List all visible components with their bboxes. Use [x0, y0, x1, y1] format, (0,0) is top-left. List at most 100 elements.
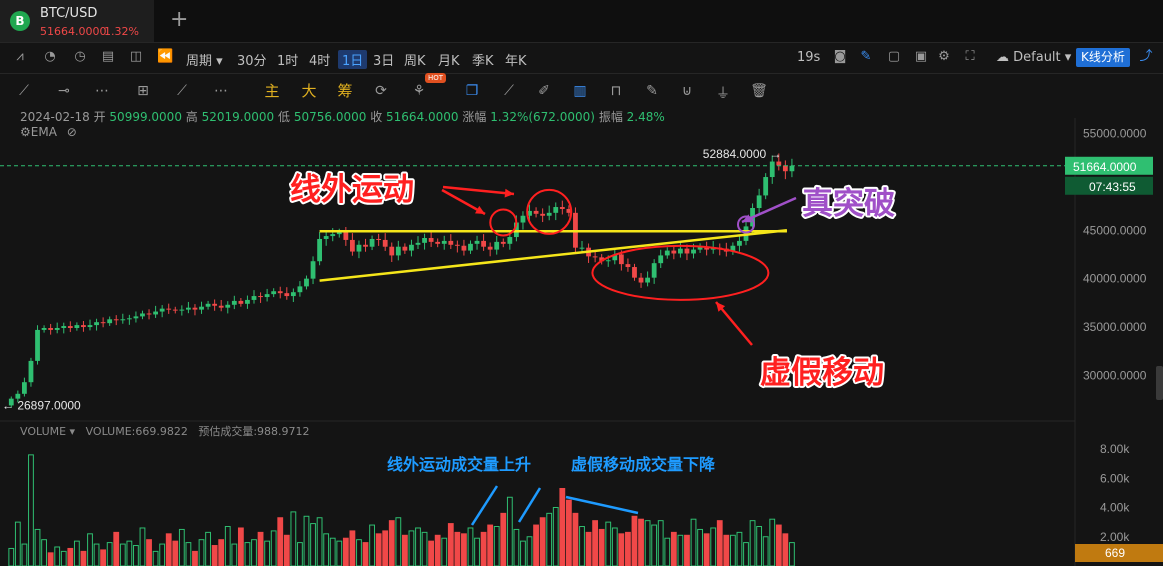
candle-body — [389, 246, 395, 256]
chart-toolbar: ⩘ ◔ ◷ ▤ ◫ ⏪ 周期 ▾ 30分 1时 4时 1日 3日 周K 月K 季… — [0, 43, 1163, 74]
candle-body — [304, 278, 309, 287]
interval-quarter[interactable]: 季K — [472, 54, 494, 69]
interval-month[interactable]: 月K — [438, 54, 460, 69]
volume-tick-label: 6.00k — [1100, 471, 1130, 485]
volume-bar — [493, 526, 500, 566]
volume-bar — [323, 533, 330, 566]
speedometer-icon[interactable]: ◔ — [44, 49, 56, 64]
candle-body — [566, 208, 572, 213]
magnet-icon[interactable]: ⊍ — [681, 83, 693, 99]
candle-body — [618, 254, 624, 265]
hline-tool-icon[interactable]: ⊸ — [58, 83, 70, 99]
more-tools-icon[interactable]: ⋯ — [214, 83, 228, 99]
interval-4h[interactable]: 4时 — [309, 54, 331, 69]
interval-3d[interactable]: 3日 — [373, 54, 395, 69]
volume-bar — [310, 523, 316, 566]
volume-bar — [362, 542, 369, 566]
candle-body — [376, 238, 382, 240]
close-label: 收 — [370, 110, 383, 124]
ray-tool-icon[interactable]: ⟋ — [177, 83, 187, 99]
clock-icon[interactable]: ◷ — [74, 49, 86, 64]
volume-bar — [257, 531, 264, 566]
candle-body — [330, 234, 336, 237]
volume-bar — [119, 543, 126, 566]
fullscreen-icon[interactable]: ⛶ — [965, 49, 975, 64]
candle-body — [645, 277, 650, 283]
volume-bar — [526, 536, 533, 566]
gear-icon[interactable]: ⚙ — [938, 49, 950, 64]
volume-bar — [533, 524, 539, 566]
volume-bar — [710, 527, 717, 566]
chart-type-icon[interactable]: ⩘ — [16, 49, 24, 64]
trash-icon[interactable]: 🗑 — [750, 83, 768, 99]
volume-bar — [408, 530, 415, 566]
kline-analysis-button[interactable]: K线分析 — [1076, 48, 1130, 67]
candle-body — [546, 212, 552, 216]
channel-tool-icon[interactable]: ⋯ — [95, 83, 109, 99]
interval-30m[interactable]: 30分 — [237, 54, 267, 69]
eye-hidden-icon[interactable]: ⊘ — [66, 125, 77, 139]
settings-icon[interactable]: ⚙ — [20, 125, 31, 139]
theme-dropdown[interactable]: ☁ Default ▾ — [996, 50, 1072, 65]
candle-body — [238, 300, 244, 304]
layout-icon[interactable]: ◫ — [129, 49, 143, 64]
brush-icon[interactable]: ✐ — [538, 83, 550, 99]
volume-bar — [434, 534, 441, 566]
candle-body — [81, 325, 86, 328]
breakout-circle — [737, 215, 755, 234]
ruler-icon[interactable]: ⟋ — [504, 83, 514, 99]
volume-bar — [41, 539, 47, 566]
candle-body — [494, 241, 500, 250]
high-value: 52019.0000 — [201, 110, 275, 124]
interval-year[interactable]: 年K — [505, 54, 527, 69]
sync-icon[interactable]: ⟳ — [375, 83, 387, 99]
add-tab-button[interactable]: + — [170, 7, 189, 32]
amplitude-label: 振幅 — [598, 110, 623, 124]
screen-icon[interactable]: ▢ — [887, 49, 901, 64]
edit-icon[interactable]: ✎ — [646, 83, 658, 99]
countdown-tag — [1065, 176, 1153, 195]
filter-icon[interactable]: ⏚ — [716, 86, 730, 102]
volume-bar — [80, 550, 87, 566]
volume-bar — [716, 520, 723, 566]
crosshair-tool-icon[interactable]: ⊞ — [137, 83, 149, 99]
volume-bar — [736, 531, 743, 566]
note-icon[interactable]: ▣ — [914, 49, 928, 64]
copy-icon[interactable]: ❐ — [465, 83, 479, 99]
volume-bar — [756, 526, 763, 566]
pen-icon[interactable]: ✎ — [860, 49, 872, 64]
candle-mode-icon[interactable]: ▥ — [573, 83, 587, 99]
share-icon[interactable]: ⤴ — [1139, 49, 1153, 64]
symbol-tab[interactable]: B BTC/USD 51664.0000 1.32% — [0, 0, 154, 42]
interval-week[interactable]: 周K — [404, 54, 426, 69]
volume-bar — [198, 539, 205, 566]
volume-bar — [789, 542, 795, 566]
volume-bar — [316, 517, 323, 566]
lock-icon[interactable]: ⊓ — [610, 83, 622, 99]
volume-down-note: 虚假移动成交量下降 — [571, 455, 716, 474]
candle-body — [225, 304, 231, 308]
main-indicator-button[interactable]: 主 — [264, 82, 280, 100]
ema-indicator[interactable]: ⚙EMA ⊘ — [20, 125, 77, 139]
volume-bar — [100, 549, 107, 566]
interval-1h[interactable]: 1时 — [277, 54, 299, 69]
line-tool-icon[interactable]: ⟋ — [19, 83, 29, 99]
calendar-icon[interactable]: ▤ — [101, 49, 115, 64]
period-dropdown[interactable]: 周期 ▾ — [186, 54, 223, 69]
countdown-label: 07:43:55 — [1089, 180, 1136, 194]
wand-icon[interactable]: ⚘ — [412, 83, 426, 99]
volume-bar — [651, 524, 658, 566]
candle-body — [514, 222, 519, 238]
volume-bar — [139, 527, 146, 566]
camera-icon[interactable]: ◙ — [833, 49, 847, 64]
candle-body — [133, 316, 139, 319]
candle-body — [166, 308, 172, 310]
candle-body — [212, 303, 218, 306]
interval-1d[interactable]: 1日 — [338, 50, 368, 69]
candle-body — [192, 307, 198, 310]
rewind-icon[interactable]: ⏪ — [157, 49, 174, 64]
candle-body — [612, 254, 618, 261]
chip-indicator-button[interactable]: 筹 — [337, 82, 353, 100]
big-indicator-button[interactable]: 大 — [301, 82, 317, 100]
